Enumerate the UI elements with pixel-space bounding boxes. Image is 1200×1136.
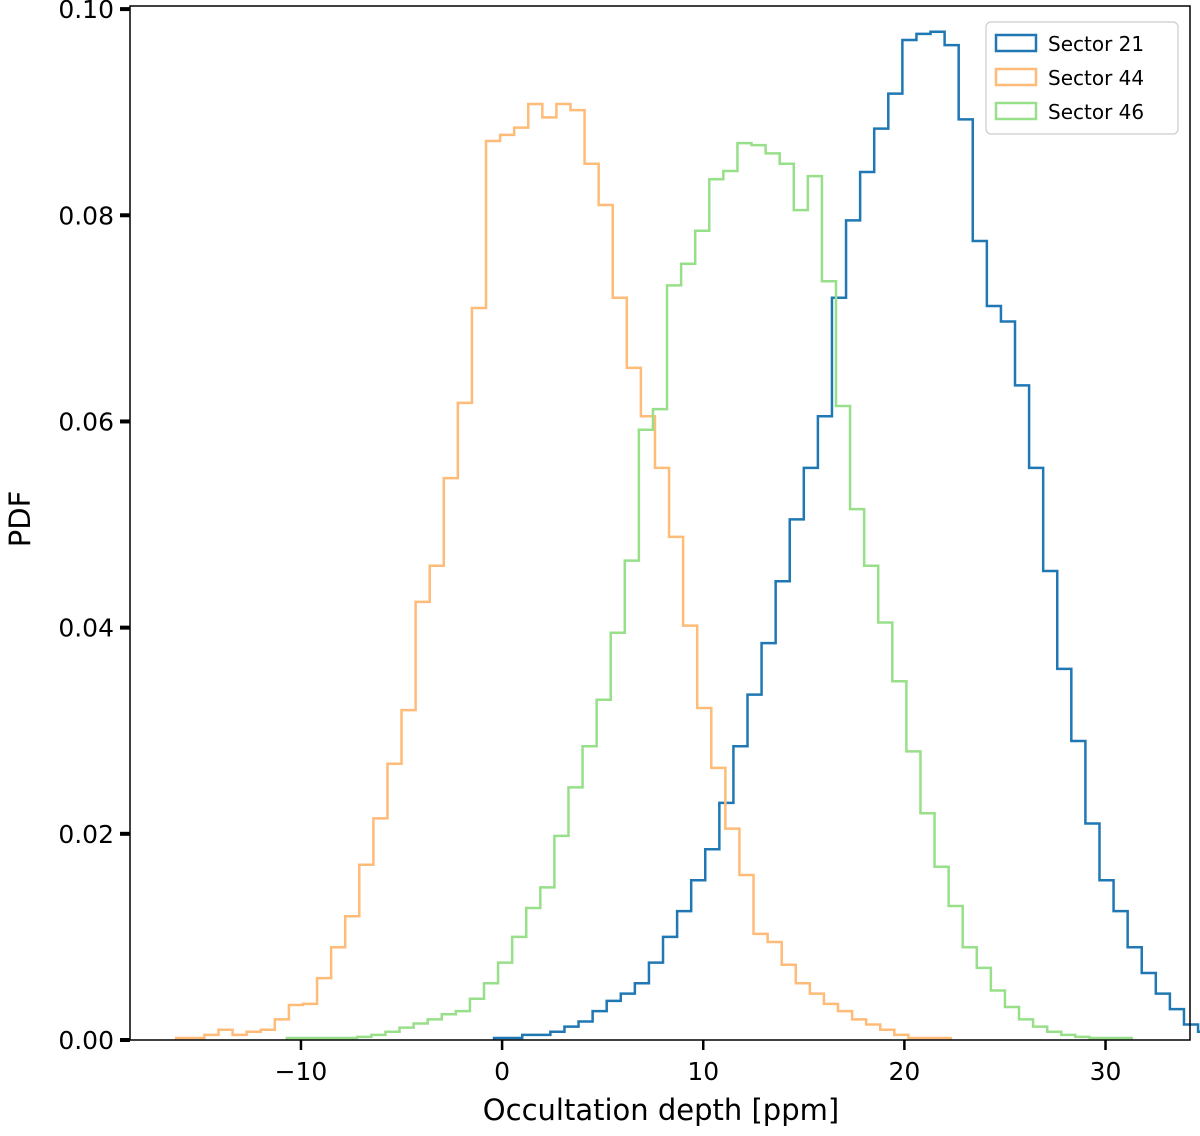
legend-entry: Sector 21 <box>1048 32 1144 56</box>
y-tick-label: 0.02 <box>58 820 114 849</box>
legend-swatch <box>994 67 1038 87</box>
legend-entry: Sector 46 <box>1048 100 1144 124</box>
y-tick-label: 0.10 <box>58 0 114 24</box>
x-tick-label: −10 <box>275 1057 328 1086</box>
x-tick-label: 10 <box>687 1057 719 1086</box>
series-layer <box>175 30 1200 1040</box>
series-1-outline <box>492 30 1200 1040</box>
series-3-outline <box>285 141 1133 1040</box>
y-axis-label: PDF <box>3 491 37 548</box>
y-tick-label: 0.00 <box>58 1026 114 1055</box>
y-tick-label: 0.04 <box>58 614 114 643</box>
y-tick-label: 0.06 <box>58 407 114 436</box>
x-tick-label: 0 <box>494 1057 510 1086</box>
y-tick-label: 0.08 <box>58 201 114 230</box>
x-tick-label: 30 <box>1090 1057 1122 1086</box>
legend-entry: Sector 44 <box>1048 66 1144 90</box>
x-tick-label: 20 <box>888 1057 920 1086</box>
y-axis: 0.00 0.02 0.04 0.06 0.08 0.10 <box>58 0 130 1055</box>
legend-swatch <box>994 33 1038 53</box>
series-2-outline <box>175 102 952 1040</box>
x-axis-label: Occultation depth [ppm] <box>483 1093 839 1127</box>
legend: Sector 21 Sector 44 Sector 46 <box>985 21 1179 135</box>
x-axis: −10 0 10 20 30 <box>275 1040 1122 1086</box>
legend-swatch <box>994 101 1038 121</box>
plot-frame <box>129 5 1191 1041</box>
